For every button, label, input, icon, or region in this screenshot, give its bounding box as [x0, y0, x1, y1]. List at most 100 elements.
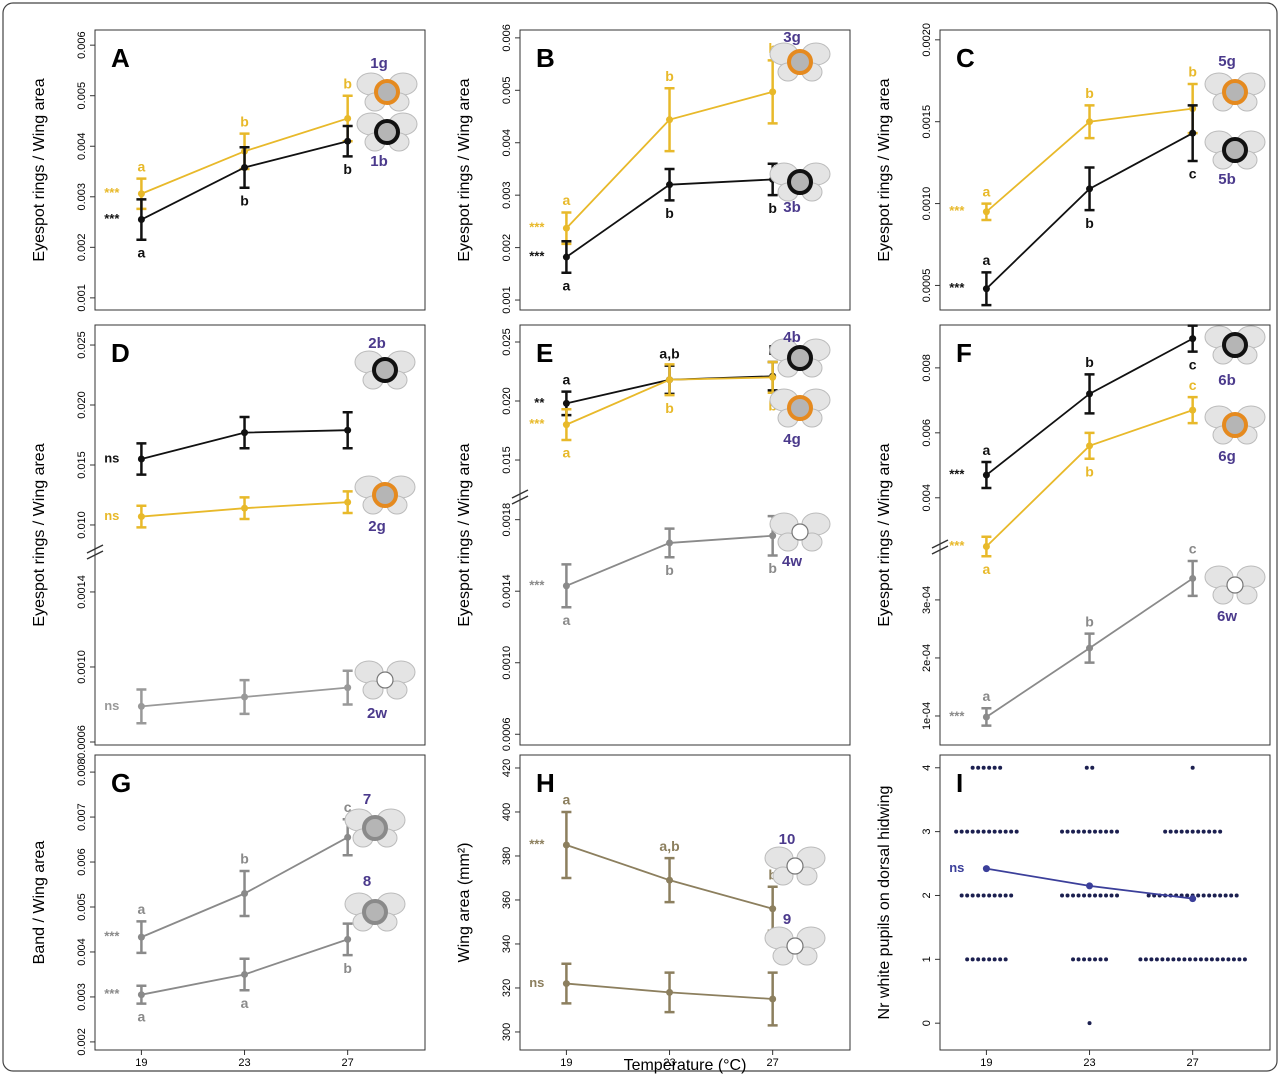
- observation-dot: [1093, 957, 1098, 962]
- y-tick-label: 1: [921, 956, 933, 962]
- panel-frame: [939, 29, 1271, 311]
- wing-icon: [386, 680, 408, 700]
- y-tick-label: 380: [501, 847, 513, 865]
- panel-frame: [94, 29, 426, 311]
- group-letter: b: [240, 192, 249, 208]
- y-tick-label: 0.001: [76, 284, 88, 312]
- observation-dot: [1212, 829, 1217, 834]
- series-name: 8: [363, 873, 371, 890]
- group-letter: b: [768, 200, 777, 216]
- wing-icon: [796, 866, 818, 886]
- group-letter: b: [1085, 85, 1094, 101]
- group-letter: a: [983, 442, 991, 458]
- observation-dot: [1215, 957, 1220, 962]
- eyespot-icon: [1226, 576, 1244, 594]
- observation-dot: [1226, 957, 1231, 962]
- data-point: [769, 373, 777, 381]
- observation-dot: [1087, 829, 1092, 834]
- observation-dot: [1003, 829, 1008, 834]
- observation-dot: [1115, 893, 1120, 898]
- observation-dot: [965, 829, 970, 834]
- significance-label: ***: [104, 929, 120, 944]
- y-tick-label: 0.025: [76, 331, 88, 359]
- significance-label: ***: [949, 466, 965, 481]
- y-tick-label: 0.005: [501, 77, 513, 105]
- panel-frame: [519, 324, 851, 746]
- observation-dot: [1187, 957, 1192, 962]
- y-tick-label: 0.005: [76, 893, 88, 921]
- wing-icon: [1212, 585, 1234, 605]
- observation-dot: [1198, 957, 1203, 962]
- data-point: [1189, 574, 1197, 582]
- observation-dot: [1093, 893, 1098, 898]
- observation-dot: [1065, 829, 1070, 834]
- observation-dot: [1098, 957, 1103, 962]
- data-point: [241, 970, 249, 978]
- group-letter: c: [1189, 356, 1197, 372]
- y-axis-label: Nr white pupils on dorsal hidwing: [876, 786, 893, 1020]
- y-axis-label: Eyespot rings / Wing area: [31, 78, 48, 261]
- observation-dot: [1207, 893, 1212, 898]
- eyespot-icon: [1222, 79, 1248, 105]
- data-point: [562, 841, 570, 849]
- significance-label: ns: [529, 975, 544, 990]
- data-point: [137, 513, 145, 521]
- y-axis-label: Eyespot rings / Wing area: [876, 78, 893, 261]
- observation-dot: [1076, 893, 1081, 898]
- observation-dot: [1190, 829, 1195, 834]
- significance-label: ns: [104, 698, 119, 713]
- observation-dot: [1071, 893, 1076, 898]
- y-tick-label: 2: [921, 892, 933, 898]
- observation-dot: [1098, 893, 1103, 898]
- y-tick-label: 0.006: [501, 24, 513, 52]
- observation-dot: [1014, 829, 1019, 834]
- y-axis-label: Wing area (mm²): [456, 842, 473, 962]
- series-name: 6b: [1218, 372, 1236, 389]
- group-letter: a: [241, 995, 249, 1011]
- y-tick-label: 0.0010: [921, 187, 933, 221]
- eyespot-icon: [372, 482, 398, 508]
- panel-letter: B: [536, 43, 555, 73]
- wing-icon: [1236, 585, 1258, 605]
- eyespot-icon: [372, 357, 398, 383]
- y-tick-label: 0: [921, 1020, 933, 1026]
- observation-dot: [981, 893, 986, 898]
- y-tick-label: 300: [501, 1023, 513, 1041]
- observation-dot: [1009, 893, 1014, 898]
- eyespot-icon: [787, 49, 813, 75]
- observation-dot: [1104, 829, 1109, 834]
- data-point: [666, 181, 674, 189]
- series-name: 5g: [1218, 53, 1236, 70]
- y-tick-label: 0.0010: [76, 650, 88, 684]
- observation-dot: [970, 765, 975, 770]
- y-tick-label: 320: [501, 979, 513, 997]
- series-name: 6g: [1218, 448, 1236, 465]
- data-point: [1189, 895, 1197, 903]
- observation-dot: [987, 829, 992, 834]
- y-tick-label: 0.003: [76, 183, 88, 211]
- observation-dot: [954, 829, 959, 834]
- significance-label: ns: [104, 508, 119, 523]
- series-name: 1b: [370, 153, 388, 170]
- data-point: [241, 693, 249, 701]
- group-letter: a: [983, 183, 991, 199]
- y-tick-label: 0.002: [76, 234, 88, 262]
- data-point: [666, 539, 674, 547]
- panel-frame: [519, 29, 851, 311]
- group-letter: b: [1085, 464, 1094, 480]
- y-tick-label: 0.020: [501, 387, 513, 415]
- panel-letter: I: [956, 768, 963, 798]
- x-tick-label: 23: [663, 1057, 675, 1069]
- panel-frame: [519, 754, 851, 1051]
- y-tick-label: 0.0015: [921, 105, 933, 139]
- observation-dot: [998, 893, 1003, 898]
- observation-dot: [1076, 957, 1081, 962]
- observation-dot: [970, 957, 975, 962]
- data-point: [1189, 406, 1197, 414]
- y-tick-label: 0.004: [501, 129, 513, 157]
- y-tick-label: 0.008: [76, 758, 88, 786]
- series-name: 5b: [1218, 171, 1236, 188]
- significance-label: ***: [104, 986, 120, 1001]
- data-point: [137, 455, 145, 463]
- observation-dot: [981, 829, 986, 834]
